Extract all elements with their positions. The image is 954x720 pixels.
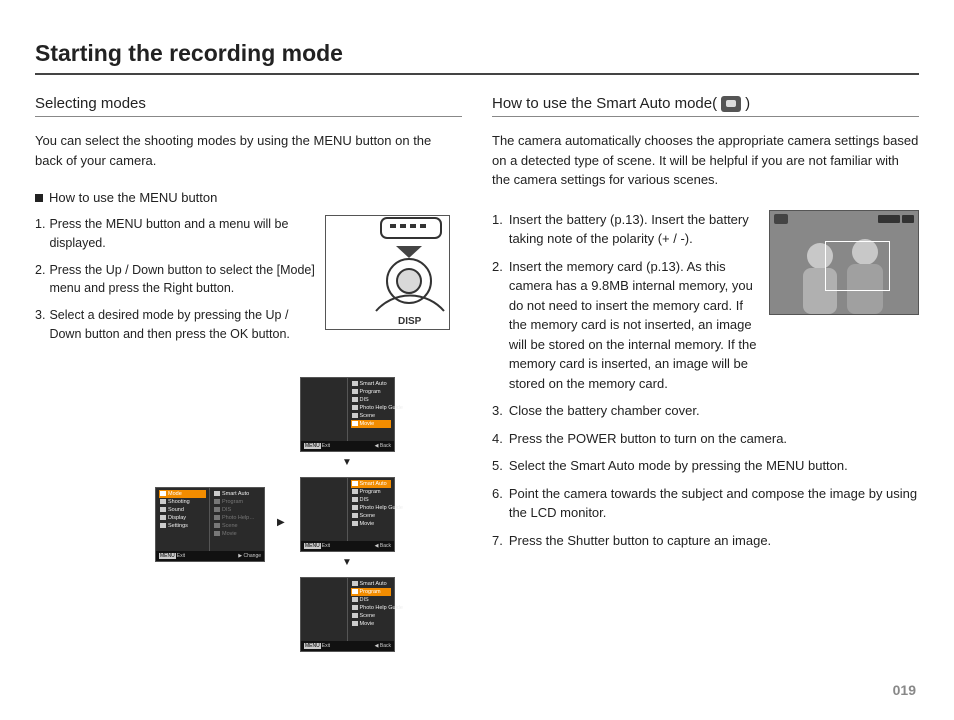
menu-item: Scene: [351, 512, 392, 520]
smart-auto-intro: The camera automatically chooses the app…: [492, 131, 919, 190]
menu-item: Shooting: [159, 498, 206, 506]
menu-item: Program: [213, 498, 261, 506]
menu-step1-screen: Smart AutoProgramDISPhoto Help GuideScen…: [300, 377, 395, 452]
menu-item: Sound: [159, 506, 206, 514]
svg-text:DISP: DISP: [398, 316, 422, 327]
menu-item: Smart Auto: [351, 480, 392, 488]
menu-item: Photo Help…: [213, 514, 261, 522]
smart-auto-step-item: 6.Point the camera towards the subject a…: [492, 484, 919, 523]
menu-item: Photo Help Guide: [351, 404, 392, 412]
menu-item: Smart Auto: [351, 380, 392, 388]
menu-item: Settings: [159, 522, 206, 530]
arrow-down-icon: ▼: [342, 557, 352, 568]
menu-item: Program: [351, 488, 392, 496]
menu-steps-list: 1.Press the MENU button and a menu will …: [35, 215, 315, 352]
left-column: Selecting modes You can select the shoot…: [35, 95, 462, 677]
arrow-right-icon: ▶: [277, 517, 285, 528]
bullet-icon: [35, 194, 43, 202]
menu-item: Movie: [351, 620, 392, 628]
menu-item: DIS: [213, 506, 261, 514]
menu-footer-change: ▶ Change: [238, 553, 261, 559]
menu-footer-exit: MENUExit: [159, 553, 185, 559]
menu-item: Display: [159, 514, 206, 522]
menu-item: Scene: [351, 412, 392, 420]
page-number: 019: [893, 682, 916, 698]
smart-auto-step-item: 2.Insert the memory card (p.13). As this…: [492, 257, 759, 394]
menu-preview-area: ModeShootingSoundDisplaySettings Smart A…: [35, 377, 462, 677]
selecting-modes-heading: Selecting modes: [35, 95, 462, 117]
right-column: How to use the Smart Auto mode( ) The ca…: [492, 95, 919, 677]
smart-auto-step-item: 3.Close the battery chamber cover.: [492, 401, 919, 421]
menu-item: DIS: [351, 396, 392, 404]
menu-item: DIS: [351, 496, 392, 504]
mode-badge-icon: [774, 214, 788, 224]
menu-item: Movie: [213, 530, 261, 538]
menu-item: Program: [351, 388, 392, 396]
menu-item: Photo Help Guide: [351, 504, 392, 512]
smart-auto-step-item: 4.Press the POWER button to turn on the …: [492, 429, 919, 449]
menu-item: Scene: [351, 612, 392, 620]
menu-item: Program: [351, 588, 392, 596]
menu-item: Photo Help Guide: [351, 604, 392, 612]
smart-auto-step-item: 5.Select the Smart Auto mode by pressing…: [492, 456, 919, 476]
menu-step-item: 3.Select a desired mode by pressing the …: [35, 306, 315, 344]
menu-item: Mode: [159, 490, 206, 498]
smart-auto-body: 1.Insert the battery (p.13). Insert the …: [492, 210, 919, 551]
smart-auto-step-item: 7.Press the Shutter button to capture an…: [492, 531, 919, 551]
battery-icon: [902, 215, 914, 223]
menu-step-item: 1.Press the MENU button and a menu will …: [35, 215, 315, 253]
subheading-text: How to use the MENU button: [49, 190, 217, 205]
page-title: Starting the recording mode: [35, 40, 919, 75]
menu-main-screen: ModeShootingSoundDisplaySettings Smart A…: [155, 487, 265, 562]
smart-auto-heading: How to use the Smart Auto mode( ): [492, 95, 919, 117]
smart-auto-step-item: 1.Insert the battery (p.13). Insert the …: [492, 210, 759, 249]
menu-item: Movie: [351, 520, 392, 528]
camera-diagram: DISP: [325, 215, 450, 330]
menu-step-item: 2.Press the Up / Down button to select t…: [35, 261, 315, 299]
heading-prefix: How to use the Smart Auto mode(: [492, 95, 717, 112]
menu-item: Smart Auto: [213, 490, 261, 498]
content-columns: Selecting modes You can select the shoot…: [35, 95, 919, 677]
menu-step3-screen: Smart AutoProgramDISPhoto Help GuideScen…: [300, 577, 395, 652]
menu-button-subheading: How to use the MENU button: [35, 190, 462, 205]
menu-instructions-row: 1.Press the MENU button and a menu will …: [35, 215, 462, 352]
menu-item: DIS: [351, 596, 392, 604]
menu-item: Scene: [213, 522, 261, 530]
menu-item: Movie: [351, 420, 392, 428]
focus-box-icon: [825, 241, 890, 291]
selecting-modes-intro: You can select the shooting modes by usi…: [35, 131, 462, 170]
menu-step2-screen: Smart AutoProgramDISPhoto Help GuideScen…: [300, 477, 395, 552]
counter-badge-icon: [878, 215, 900, 223]
heading-suffix: ): [745, 95, 750, 112]
arrow-down-icon: ▼: [342, 457, 352, 468]
smart-auto-icon: [721, 96, 741, 112]
menu-item: Smart Auto: [351, 580, 392, 588]
lcd-preview: [769, 210, 919, 315]
